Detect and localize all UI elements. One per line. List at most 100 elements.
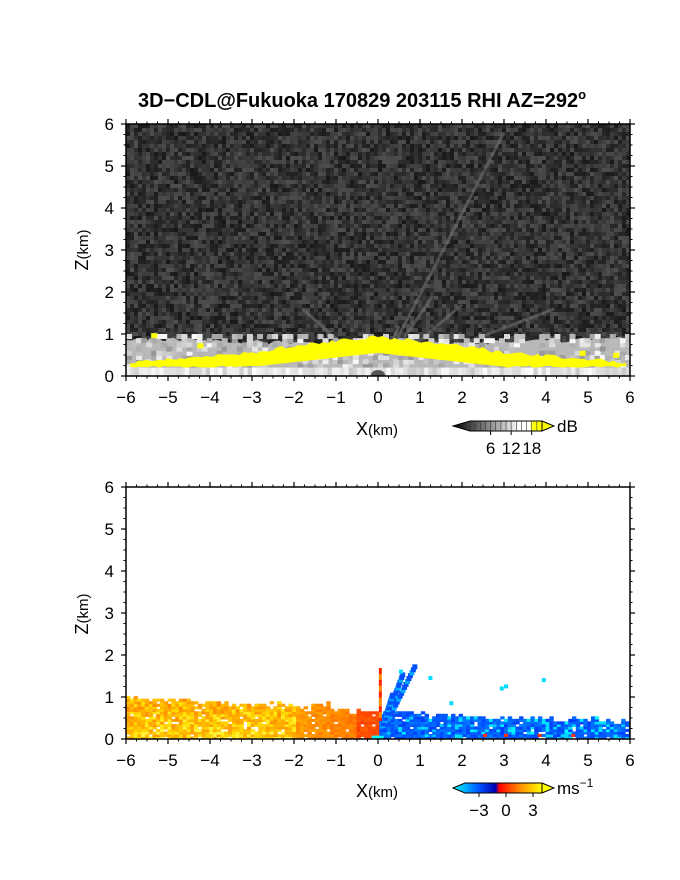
noise-cell <box>586 204 590 208</box>
noise-cell <box>394 260 398 264</box>
noise-cell <box>286 180 290 184</box>
noise-cell <box>250 132 254 136</box>
noise-cell <box>458 244 462 248</box>
noise-cell <box>130 132 134 136</box>
noise-cell <box>578 236 582 240</box>
noise-cell <box>546 200 550 204</box>
noise-cell <box>470 196 474 200</box>
noise-cell <box>314 128 318 132</box>
noise-cell <box>230 204 234 208</box>
noise-cell <box>262 232 266 236</box>
noise-cell <box>594 268 598 272</box>
noise-cell <box>146 224 150 228</box>
noise-cell <box>490 240 494 244</box>
noise-cell <box>338 176 342 180</box>
noise-cell <box>142 252 146 256</box>
noise-cell <box>338 128 342 132</box>
noise-cell <box>390 136 394 140</box>
noise-cell <box>558 164 562 168</box>
noise-cell <box>538 192 542 196</box>
noise-cell <box>126 212 130 216</box>
noise-cell <box>466 152 470 156</box>
noise-cell <box>390 128 394 132</box>
noise-cell <box>162 176 166 180</box>
noise-cell <box>382 268 386 272</box>
noise-cell <box>334 160 338 164</box>
noise-cell <box>602 212 606 216</box>
noise-cell <box>278 184 282 188</box>
noise-cell <box>174 252 178 256</box>
noise-cell <box>134 196 138 200</box>
noise-cell <box>614 172 618 176</box>
noise-cell <box>162 172 166 176</box>
noise-cell <box>206 248 210 252</box>
noise-cell <box>314 260 318 264</box>
noise-cell <box>502 224 506 228</box>
noise-cell <box>370 132 374 136</box>
noise-cell <box>330 236 334 240</box>
noise-cell <box>246 156 250 160</box>
noise-cell <box>550 268 554 272</box>
noise-cell <box>318 216 322 220</box>
noise-cell <box>154 252 158 256</box>
noise-cell <box>546 260 550 264</box>
noise-cell <box>358 132 362 136</box>
noise-cell <box>502 268 506 272</box>
noise-cell <box>402 200 406 204</box>
noise-cell <box>242 232 246 236</box>
noise-cell <box>446 256 450 260</box>
noise-cell <box>146 132 150 136</box>
noise-cell <box>534 220 538 224</box>
noise-cell <box>322 124 326 128</box>
noise-cell <box>418 264 422 268</box>
noise-cell <box>242 248 246 252</box>
noise-cell <box>618 268 622 272</box>
noise-cell <box>382 252 386 256</box>
noise-cell <box>370 128 374 132</box>
noise-cell <box>146 156 150 160</box>
noise-cell <box>410 156 414 160</box>
noise-cell <box>422 200 426 204</box>
noise-cell <box>490 160 494 164</box>
noise-cell <box>430 144 434 148</box>
noise-cell <box>238 192 242 196</box>
noise-cell <box>466 172 470 176</box>
noise-cell <box>242 144 246 148</box>
noise-cell <box>326 224 330 228</box>
noise-cell <box>558 136 562 140</box>
noise-cell <box>310 208 314 212</box>
noise-cell <box>234 172 238 176</box>
noise-cell <box>234 256 238 260</box>
noise-cell <box>550 168 554 172</box>
noise-cell <box>314 276 318 280</box>
noise-cell <box>266 196 270 200</box>
noise-cell <box>138 220 142 224</box>
noise-cell <box>294 144 298 148</box>
noise-cell <box>354 148 358 152</box>
noise-cell <box>214 220 218 224</box>
noise-cell <box>190 220 194 224</box>
noise-cell <box>554 148 558 152</box>
noise-cell <box>246 196 250 200</box>
noise-cell <box>342 208 346 212</box>
noise-cell <box>202 236 206 240</box>
noise-cell <box>494 196 498 200</box>
noise-cell <box>282 200 286 204</box>
noise-cell <box>162 276 166 280</box>
noise-cell <box>166 224 170 228</box>
noise-cell <box>126 220 130 224</box>
noise-cell <box>190 268 194 272</box>
noise-cell <box>246 216 250 220</box>
noise-cell <box>430 140 434 144</box>
noise-cell <box>442 256 446 260</box>
noise-cell <box>458 264 462 268</box>
noise-cell <box>362 192 366 196</box>
noise-cell <box>198 196 202 200</box>
noise-cell <box>190 168 194 172</box>
noise-cell <box>306 164 310 168</box>
noise-cell <box>162 260 166 264</box>
noise-cell <box>598 228 602 232</box>
noise-cell <box>190 192 194 196</box>
noise-cell <box>514 156 518 160</box>
noise-cell <box>246 192 250 196</box>
